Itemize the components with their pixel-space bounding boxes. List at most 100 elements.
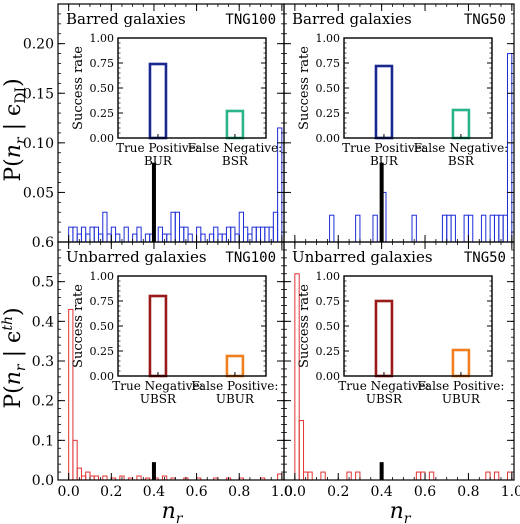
simulation-tag: TNG50: [464, 250, 506, 266]
inset-category-code: BSR: [448, 154, 475, 168]
histogram-bar: [68, 226, 74, 243]
histogram-bar: [489, 214, 495, 243]
inset-y-label: Success rate: [71, 46, 86, 130]
histogram-bar: [208, 233, 215, 243]
y-tick-label: 0.1: [32, 433, 54, 449]
histogram-bar: [355, 214, 361, 243]
inset-chart: True Negative:UBSR False Positive:UBUR 0.0…: [71, 270, 278, 406]
x-tick-label: 0.2: [100, 484, 122, 500]
histogram-bar: [372, 214, 378, 243]
x-tick-label: 0.2: [327, 484, 349, 500]
histogram-bar: [493, 214, 500, 243]
histogram-bar: [493, 471, 500, 481]
inset-category-label: False Negative:: [414, 141, 509, 155]
y-tick-label: 0.6: [32, 235, 54, 251]
histogram-bar: [179, 226, 185, 243]
histogram-bar: [106, 233, 112, 243]
histogram-bar: [85, 471, 91, 481]
inset-y-tick-label: 0.00: [90, 132, 115, 145]
inset-y-tick-label: 1.00: [316, 270, 341, 283]
inset-category-code: BUR: [370, 154, 399, 168]
x-axis-label-right: nr: [390, 499, 412, 524]
x-tick-label: 0.0: [58, 484, 80, 500]
y-axis-label-top: P(nr | ϵDI): [1, 78, 29, 181]
inset-y-tick-label: 0.25: [90, 107, 115, 120]
histogram-bar: [255, 226, 262, 243]
histogram-bar: [506, 471, 513, 481]
inset-y-tick-label: 0.25: [316, 107, 341, 120]
panel-title: Unbarred galaxies: [66, 248, 207, 266]
histogram-bar: [144, 233, 151, 243]
histogram-bar: [242, 226, 249, 243]
panels: 0.05 0.10 0.15 0.20 Barred galaxies TNG100 Tru…: [23, 3, 520, 500]
y-tick-label: 0.15: [23, 86, 54, 102]
histogram-bar: [230, 226, 236, 243]
histogram-bar: [485, 471, 491, 481]
inset-chart: True Positive:BUR False Negative:BSR 0.00 0…: [297, 32, 508, 168]
inset-y-tick-label: 0.50: [90, 320, 115, 333]
x-tick-label: 0.8: [457, 484, 479, 500]
histogram-bar: [415, 471, 422, 481]
histogram-bar: [502, 214, 508, 243]
inset-category-label: True Positive:: [116, 141, 200, 155]
histogram-bar: [251, 226, 257, 243]
histogram-bar: [234, 233, 240, 243]
inset-chart: True Negative:UBSR False Positive:UBUR 0.0…: [297, 270, 504, 406]
histogram-bar: [450, 214, 456, 243]
inset-y-tick-label: 0.00: [316, 132, 341, 145]
panel-bottom-right: 0.0 0.2 0.4 0.6 0.8 1.0 Unbarred galaxies TNG50…: [283, 241, 520, 500]
histogram-bar: [420, 471, 426, 481]
histogram-bar: [80, 226, 87, 243]
inset-y-label: Success rate: [71, 284, 86, 368]
panel-title: Barred galaxies: [292, 10, 412, 28]
histogram-bar: [85, 233, 91, 243]
histogram-bar: [355, 471, 361, 481]
inset-y-tick-label: 0.00: [90, 370, 115, 383]
y-axis-label-bottom: P(nr | ϵth): [0, 307, 29, 408]
histogram-bar: [260, 226, 266, 243]
inset-category-label: True Positive:: [342, 141, 426, 155]
y-tick-label: 0.2: [32, 394, 54, 410]
histogram-bar: [272, 211, 279, 243]
y-tick-label: 0.5: [32, 275, 54, 291]
threshold-marker: [379, 162, 384, 242]
inset-category-label: False Positive:: [191, 379, 278, 393]
inset-category-label: True Negative:: [112, 379, 203, 393]
y-tick-label: 0.3: [32, 354, 54, 370]
histogram-bar: [132, 233, 138, 243]
histogram-bar: [238, 211, 244, 243]
simulation-tag: TNG100: [225, 250, 276, 266]
histogram-bar: [498, 214, 504, 243]
panel-bottom-left: 0.0 0.2 0.4 0.6 0.8 1.0 0.0 0.1 0.2 0.3 0.4 0.5 0.6 U…: [32, 235, 293, 500]
inset-category-code: UBUR: [442, 392, 481, 406]
inset-y-tick-label: 1.00: [316, 32, 341, 45]
inset-y-tick-label: 1.00: [90, 32, 115, 45]
x-tick-label: 0.6: [185, 484, 207, 500]
panel-title: Barred galaxies: [66, 10, 186, 28]
y-tick-label: 0.0: [32, 473, 54, 489]
y-tick-label: 0.20: [23, 37, 54, 53]
y-tick-label: 0.05: [23, 185, 54, 201]
inset-y-tick-label: 0.75: [316, 57, 341, 70]
histogram-bar: [115, 233, 121, 243]
inset-y-tick-label: 0.75: [90, 295, 115, 308]
histogram-bar: [320, 471, 326, 481]
x-tick-label: 0.4: [143, 484, 165, 500]
inset-category-code: UBSR: [366, 392, 403, 406]
histogram-bar: [446, 214, 452, 243]
histogram-bar: [136, 226, 142, 243]
panel-top-left: 0.05 0.10 0.15 0.20 Barred galaxies TNG100 Tru…: [23, 3, 285, 243]
inset-y-tick-label: 0.25: [90, 345, 115, 358]
histogram-bar: [463, 214, 469, 243]
histogram-bar: [89, 226, 95, 243]
histogram-bar: [298, 420, 305, 481]
histogram-bar: [166, 233, 172, 243]
inset-category-label: True Negative:: [338, 379, 429, 393]
histogram-bar: [93, 226, 100, 243]
inset-y-tick-label: 0.25: [316, 345, 341, 358]
histogram-bar: [329, 214, 335, 243]
y-tick-label: 0.4: [32, 314, 54, 330]
inset-background: [344, 276, 492, 376]
inset-background: [118, 38, 266, 138]
